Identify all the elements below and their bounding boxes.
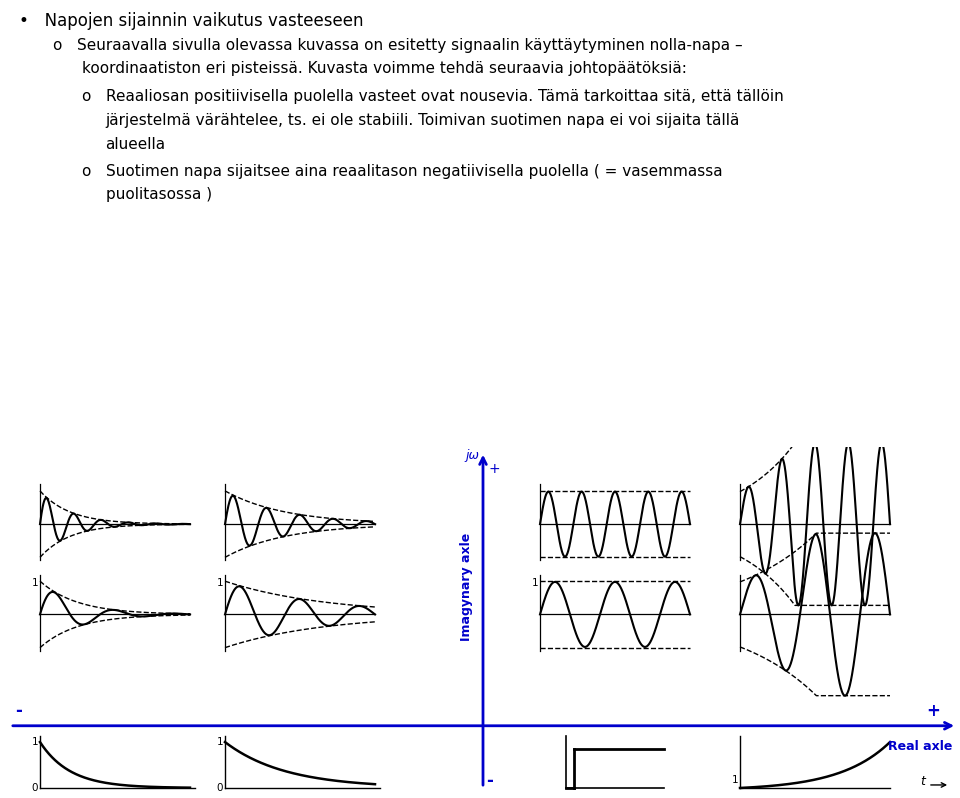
Text: o   Seuraavalla sivulla olevassa kuvassa on esitetty signaalin käyttäytyminen no: o Seuraavalla sivulla olevassa kuvassa o… bbox=[53, 38, 742, 53]
Text: 0: 0 bbox=[217, 783, 223, 793]
Text: 0: 0 bbox=[32, 783, 38, 793]
Text: alueella: alueella bbox=[106, 136, 166, 152]
Text: järjestelmä värähtelee, ts. ei ole stabiili. Toimivan suotimen napa ei voi sijai: järjestelmä värähtelee, ts. ei ole stabi… bbox=[106, 113, 740, 128]
Text: jω: jω bbox=[465, 449, 479, 462]
Text: +: + bbox=[489, 462, 500, 476]
Text: o   Reaaliosan positiivisella puolella vasteet ovat nousevia. Tämä tarkoittaa si: o Reaaliosan positiivisella puolella vas… bbox=[82, 89, 783, 104]
Text: 1: 1 bbox=[532, 578, 538, 587]
Text: •   Napojen sijainnin vaikutus vasteeseen: • Napojen sijainnin vaikutus vasteeseen bbox=[19, 12, 364, 30]
Text: t: t bbox=[920, 775, 925, 788]
Text: 1: 1 bbox=[732, 775, 738, 785]
Text: -: - bbox=[15, 701, 22, 720]
Text: koordinaatiston eri pisteissä. Kuvasta voimme tehdä seuraavia johtopäätöksiä:: koordinaatiston eri pisteissä. Kuvasta v… bbox=[82, 61, 686, 76]
Text: 1: 1 bbox=[216, 578, 223, 587]
Text: Imagynary axle: Imagynary axle bbox=[460, 533, 473, 642]
Text: -: - bbox=[486, 772, 492, 790]
Text: o   Suotimen napa sijaitsee aina reaalitason negatiivisella puolella ( = vasemma: o Suotimen napa sijaitsee aina reaalitas… bbox=[82, 164, 722, 180]
Text: Real axle: Real axle bbox=[888, 740, 952, 753]
Text: 1: 1 bbox=[32, 737, 38, 747]
Text: puolitasossa ): puolitasossa ) bbox=[106, 188, 212, 203]
Text: 1: 1 bbox=[32, 578, 38, 587]
Text: +: + bbox=[926, 701, 940, 720]
Text: 1: 1 bbox=[216, 737, 223, 747]
